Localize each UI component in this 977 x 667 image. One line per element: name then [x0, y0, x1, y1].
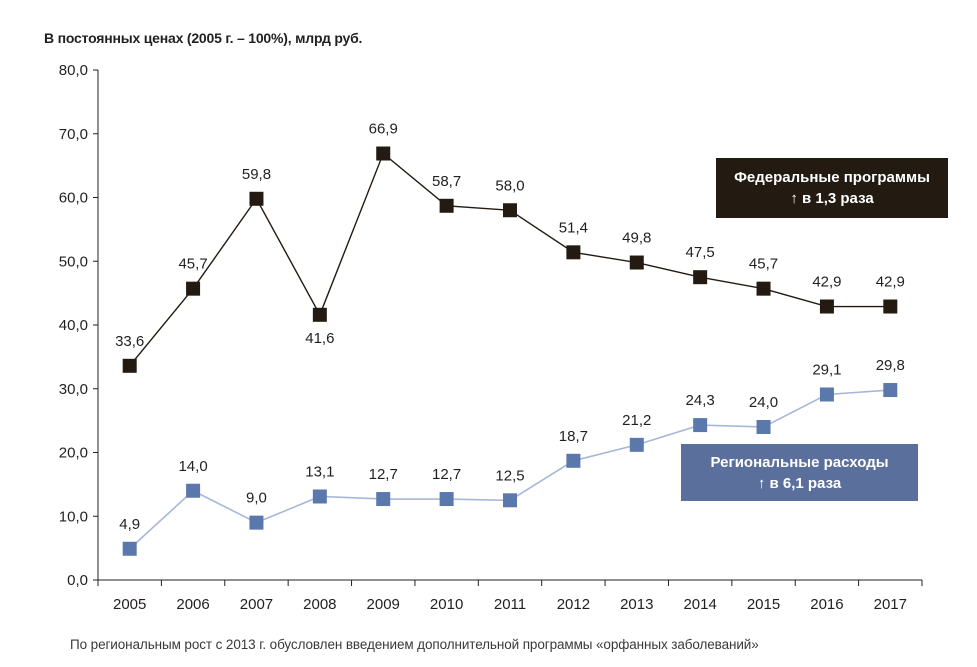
data-label: 24,3	[686, 392, 715, 409]
footnote: По региональным рост с 2013 г. обусловле…	[70, 637, 759, 652]
data-point-marker	[249, 515, 264, 530]
legend-federal-title: Федеральные программы	[734, 169, 930, 186]
data-point-marker	[503, 493, 517, 508]
y-tick-label: 30,0	[59, 381, 88, 398]
data-label: 58,7	[432, 173, 461, 190]
data-point-marker	[566, 245, 581, 260]
data-label: 12,7	[369, 466, 398, 483]
data-label: 29,8	[876, 357, 905, 374]
x-tick-label: 2011	[494, 596, 526, 613]
data-label: 12,5	[495, 467, 524, 484]
x-tick-label: 2006	[176, 596, 209, 613]
x-tick-label: 2016	[810, 596, 843, 613]
data-label: 42,9	[876, 274, 905, 291]
data-point-marker	[439, 492, 454, 507]
data-point-marker	[186, 483, 201, 498]
data-point-marker	[883, 383, 898, 398]
data-label: 51,4	[559, 219, 588, 236]
data-point-marker	[693, 418, 708, 433]
x-tick-label: 2005	[113, 596, 146, 613]
data-label: 41,6	[305, 330, 334, 347]
legend-federal-growth: ↑ в 1,3 раза	[790, 190, 874, 207]
y-tick-label: 0,0	[67, 572, 88, 589]
data-label: 58,0	[495, 177, 524, 194]
legend-federal: Федеральные программы ↑ в 1,3 раза	[716, 158, 948, 218]
data-label: 33,6	[115, 333, 144, 350]
legend-regional-title: Региональные расходы	[710, 453, 889, 471]
data-point-marker	[629, 255, 644, 270]
data-point-marker	[186, 281, 201, 296]
data-label: 49,8	[622, 230, 651, 247]
data-point-marker	[439, 198, 454, 213]
data-label: 42,9	[812, 274, 841, 291]
data-point-marker	[756, 281, 771, 296]
x-tick-label: 2012	[557, 596, 590, 613]
data-label: 13,1	[305, 463, 334, 480]
data-point-marker	[122, 358, 137, 373]
data-label: 4,9	[119, 516, 140, 533]
data-point-marker	[376, 492, 391, 507]
legend-regional: Региональные расходы ↑ в 6,1 раза	[681, 444, 918, 501]
data-point-marker	[312, 489, 327, 504]
y-tick-label: 80,0	[59, 62, 88, 79]
data-point-marker	[312, 307, 327, 322]
data-point-marker	[693, 270, 708, 285]
data-point-marker	[566, 453, 581, 468]
data-label: 21,2	[622, 412, 651, 429]
data-point-marker	[122, 541, 137, 556]
data-label: 66,9	[369, 121, 398, 138]
x-tick-label: 2010	[430, 596, 463, 613]
data-label: 9,0	[246, 490, 267, 507]
x-tick-label: 2014	[683, 596, 716, 613]
data-label: 47,5	[686, 244, 715, 261]
data-label: 12,7	[432, 466, 461, 483]
data-point-marker	[883, 299, 898, 314]
y-tick-label: 20,0	[59, 445, 88, 462]
data-label: 45,7	[178, 256, 207, 273]
x-tick-label: 2017	[874, 596, 907, 613]
y-tick-label: 60,0	[59, 190, 88, 207]
y-tick-label: 70,0	[59, 126, 88, 143]
data-point-marker	[503, 203, 517, 218]
y-tick-label: 10,0	[59, 508, 88, 525]
data-label: 29,1	[812, 361, 841, 378]
data-point-marker	[819, 299, 834, 314]
data-point-marker	[819, 387, 834, 402]
data-label: 45,7	[749, 256, 778, 273]
x-tick-label: 2009	[367, 596, 400, 613]
x-tick-label: 2008	[303, 596, 336, 613]
x-tick-label: 2007	[240, 596, 273, 613]
x-tick-label: 2013	[620, 596, 653, 613]
data-point-marker	[756, 420, 771, 434]
data-label: 18,7	[559, 428, 588, 445]
data-point-marker	[629, 437, 644, 452]
y-tick-label: 50,0	[59, 253, 88, 270]
data-label: 59,8	[242, 166, 271, 183]
data-label: 24,0	[749, 394, 778, 411]
chart-title: В постоянных ценах (2005 г. – 100%), млр…	[44, 30, 363, 46]
x-tick-label: 2015	[747, 596, 780, 613]
data-point-marker	[376, 146, 391, 161]
legend-regional-growth: ↑ в 6,1 раза	[757, 474, 842, 492]
data-label: 14,0	[178, 458, 207, 475]
y-tick-label: 40,0	[59, 317, 88, 334]
data-point-marker	[249, 191, 264, 206]
